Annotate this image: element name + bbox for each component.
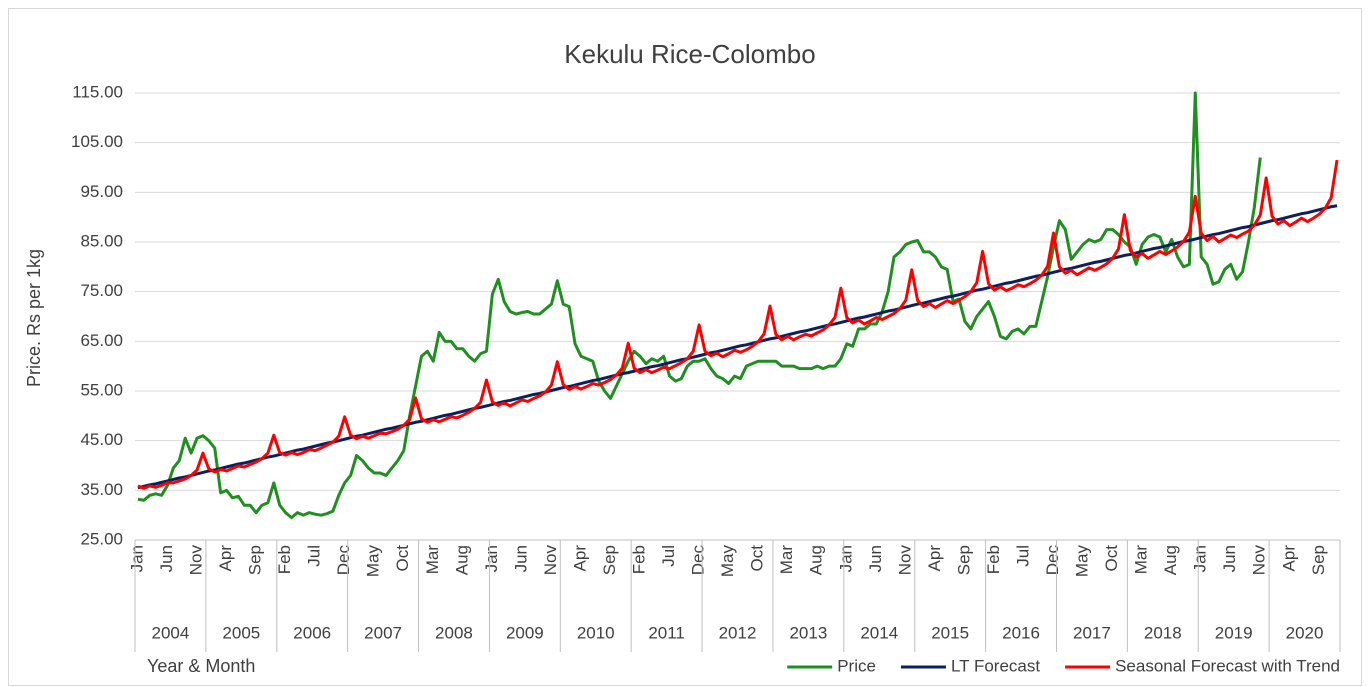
x-tick-label: Jan [127, 545, 146, 572]
y-tick-label: 65.00 [80, 331, 123, 350]
x-tick-label: Aug [1161, 545, 1180, 575]
x-tick-label: Dec [1043, 545, 1062, 576]
y-tick-label: 115.00 [72, 82, 123, 101]
year-label: 2016 [1002, 623, 1040, 642]
y-tick-label: 35.00 [80, 480, 123, 499]
chart-border [8, 8, 1362, 686]
x-tick-label: Jul [659, 545, 678, 567]
year-label: 2015 [931, 623, 969, 642]
x-tick-label: Jun [866, 545, 885, 572]
x-tick-label: Jul [1013, 545, 1032, 567]
y-tick-label: 55.00 [80, 380, 123, 399]
x-tick-label: Jan [836, 545, 855, 572]
year-label: 2007 [364, 623, 402, 642]
y-tick-label: 105.00 [71, 132, 123, 151]
year-label: 2014 [860, 623, 898, 642]
x-tick-label: Sep [1309, 545, 1328, 575]
year-label: 2005 [222, 623, 260, 642]
x-tick-label: Mar [777, 545, 796, 575]
year-label: 2018 [1144, 623, 1182, 642]
x-tick-label: Sep [246, 545, 265, 575]
x-tick-label: Feb [630, 545, 649, 574]
y-axis-label: Price. Rs per 1kg [24, 249, 44, 387]
year-label: 2020 [1286, 623, 1324, 642]
year-label: 2010 [577, 623, 615, 642]
x-tick-label: May [718, 545, 737, 578]
x-tick-label: Jun [157, 545, 176, 572]
legend-label: LT Forecast [951, 656, 1040, 675]
year-label: 2017 [1073, 623, 1111, 642]
x-tick-label: Sep [954, 545, 973, 575]
series-line [137, 91, 1262, 520]
year-label: 2009 [506, 623, 544, 642]
x-tick-label: Mar [423, 545, 442, 575]
y-tick-label: 45.00 [80, 430, 123, 449]
year-label: 2012 [719, 623, 757, 642]
x-axis-label: Year & Month [147, 656, 255, 676]
series-line [137, 204, 1338, 490]
x-tick-label: Feb [984, 545, 1003, 574]
x-tick-label: Nov [895, 545, 914, 576]
x-tick-label: Apr [925, 545, 944, 572]
x-tick-label: Jan [482, 545, 501, 572]
x-tick-label: Dec [334, 545, 353, 576]
x-tick-label: Jun [1220, 545, 1239, 572]
x-tick-label: Mar [1132, 545, 1151, 575]
x-tick-label: Apr [1279, 545, 1298, 572]
legend-label: Seasonal Forecast with Trend [1115, 656, 1340, 675]
year-label: 2008 [435, 623, 473, 642]
x-tick-label: Nov [1250, 545, 1269, 576]
x-tick-label: Sep [600, 545, 619, 575]
series-line [137, 159, 1339, 490]
x-tick-label: Apr [570, 545, 589, 572]
x-tick-label: Feb [275, 545, 294, 574]
year-label: 2013 [789, 623, 827, 642]
legend-label: Price [837, 656, 876, 675]
x-tick-label: Aug [807, 545, 826, 575]
y-tick-label: 85.00 [80, 231, 123, 250]
x-tick-label: Dec [689, 545, 708, 576]
x-tick-label: Oct [393, 545, 412, 572]
x-tick-label: Nov [541, 545, 560, 576]
x-tick-label: Nov [187, 545, 206, 576]
x-tick-label: May [1073, 545, 1092, 578]
x-tick-label: Aug [452, 545, 471, 575]
x-tick-label: Jul [305, 545, 324, 567]
x-tick-label: Oct [1102, 545, 1121, 572]
year-label: 2019 [1215, 623, 1253, 642]
x-tick-label: Apr [216, 545, 235, 572]
x-tick-label: Oct [748, 545, 767, 572]
chart-title: Kekulu Rice-Colombo [564, 39, 815, 69]
y-tick-label: 95.00 [80, 182, 123, 201]
x-tick-label: Jun [511, 545, 530, 572]
year-label: 2004 [152, 623, 190, 642]
x-tick-label: May [364, 545, 383, 578]
year-label: 2011 [648, 623, 685, 642]
y-tick-label: 75.00 [80, 281, 123, 300]
year-label: 2006 [293, 623, 331, 642]
y-tick-label: 25.00 [80, 529, 123, 548]
x-tick-label: Jan [1191, 545, 1210, 572]
